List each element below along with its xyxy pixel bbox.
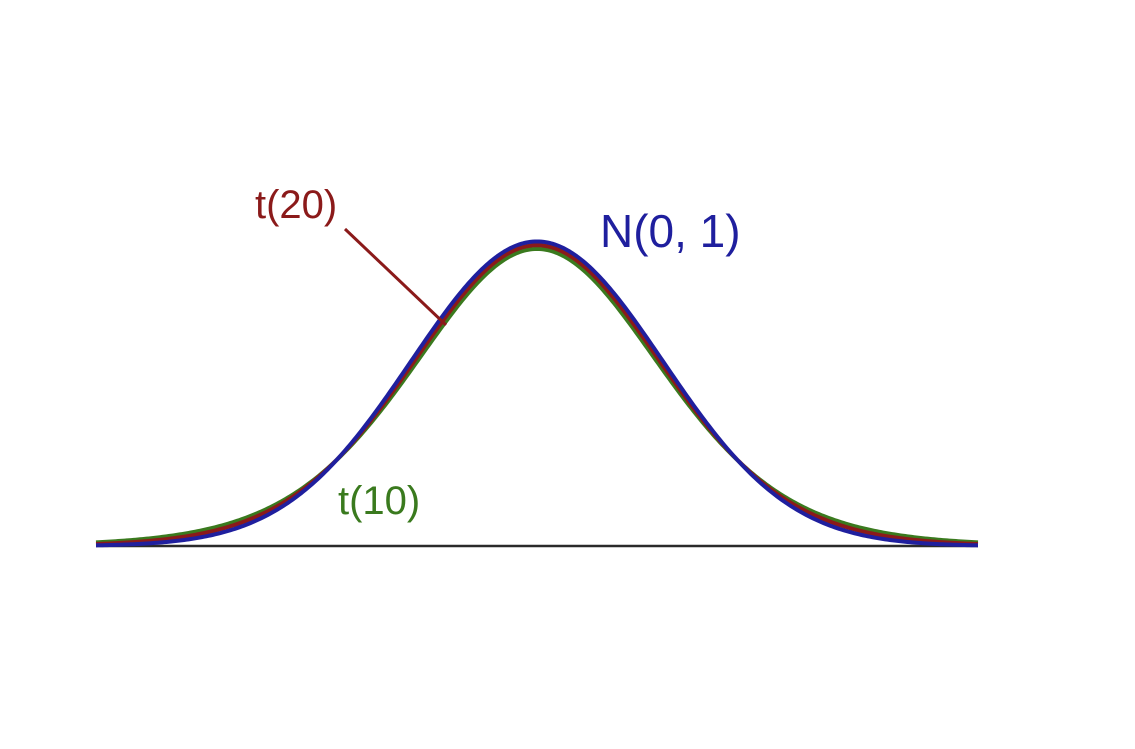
curve-t10 bbox=[95, 246, 979, 545]
curve-normal bbox=[95, 239, 979, 548]
series-label-t10: t(10) bbox=[338, 479, 420, 523]
series-label-normal: N(0, 1) bbox=[600, 205, 741, 257]
curve-t20 bbox=[95, 243, 979, 547]
t20-label-leader-line bbox=[343, 227, 448, 327]
series-label-t20: t(20) bbox=[255, 183, 337, 227]
